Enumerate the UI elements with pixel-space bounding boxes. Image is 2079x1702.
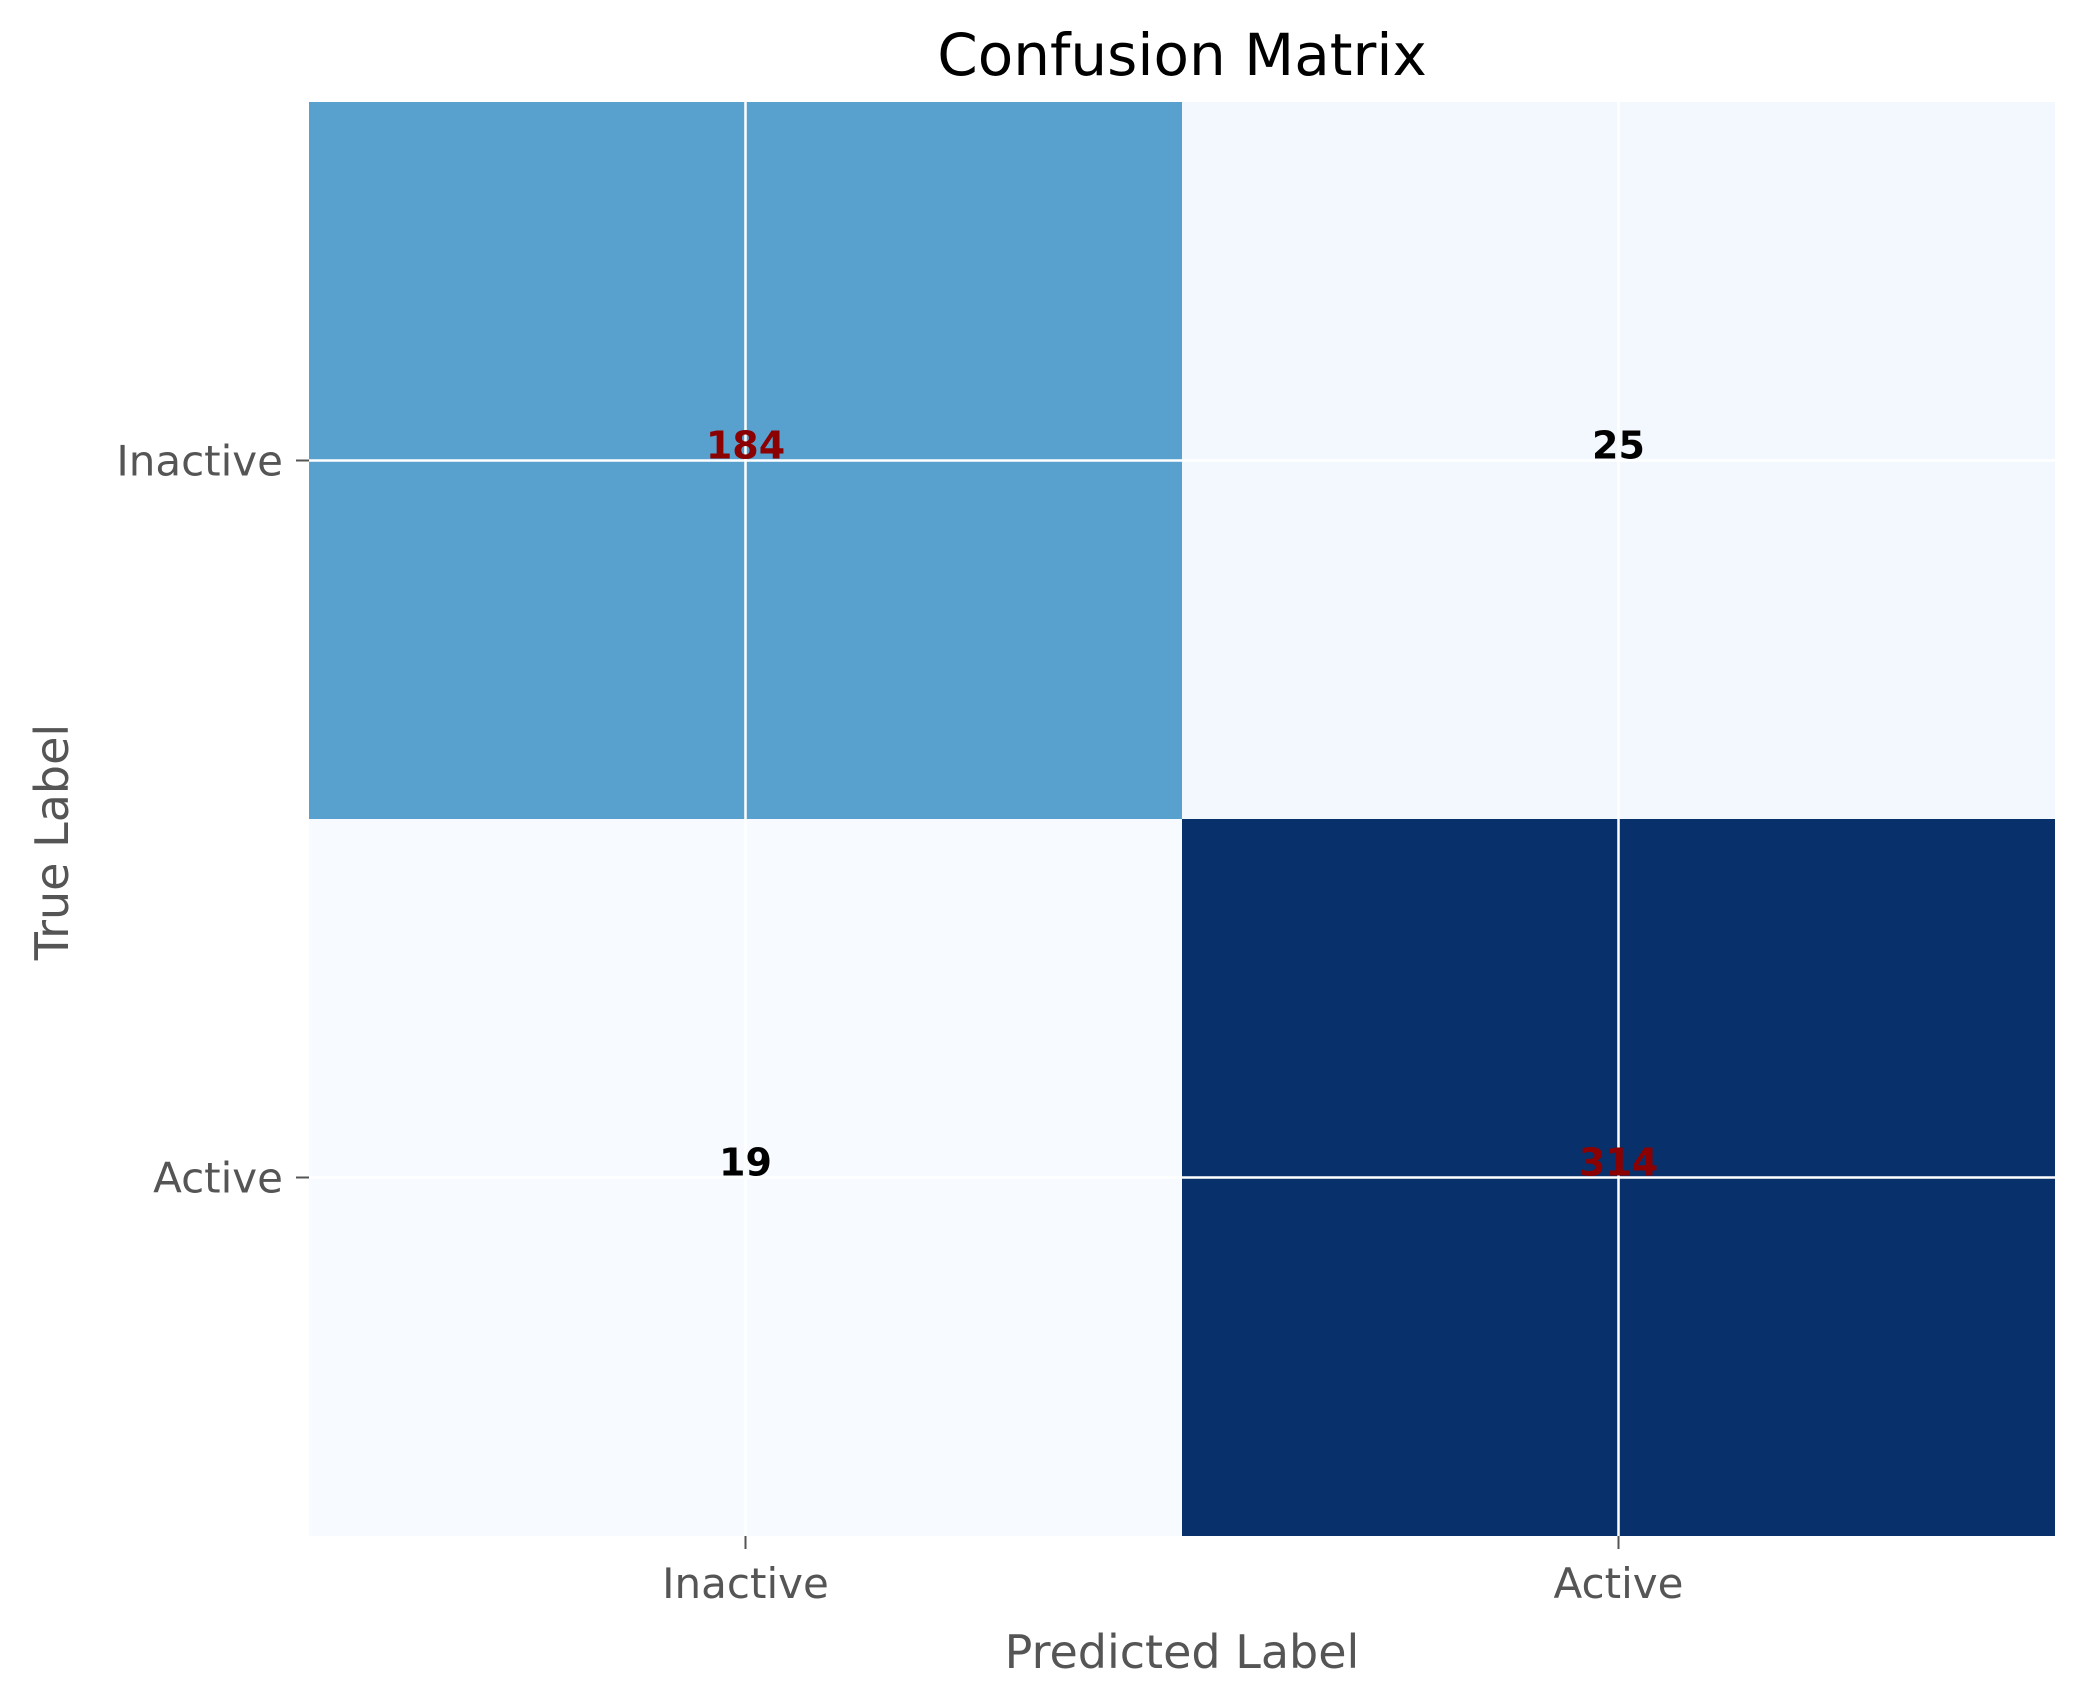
cell-value-label: 314: [1579, 1141, 1658, 1185]
y-axis-label: True Label: [25, 724, 79, 961]
cell-value-label: 25: [1592, 424, 1645, 468]
axis-ticks: Inactive Active Inactive Active: [116, 437, 1683, 1609]
chart-title: Confusion Matrix: [937, 21, 1427, 89]
y-tick-label: Active: [153, 1154, 283, 1203]
gridlines: [309, 102, 2055, 1536]
x-axis-label: Predicted Label: [1005, 1625, 1360, 1679]
heatmap-cells: [309, 102, 2055, 1536]
x-tick-label: Active: [1554, 1559, 1684, 1608]
cell-value-label: 184: [706, 424, 785, 468]
cell-labels: 184 25 19 314: [706, 424, 1658, 1185]
y-tick-label: Inactive: [116, 437, 283, 486]
x-tick-label: Inactive: [662, 1559, 829, 1608]
cell-value-label: 19: [719, 1141, 772, 1185]
